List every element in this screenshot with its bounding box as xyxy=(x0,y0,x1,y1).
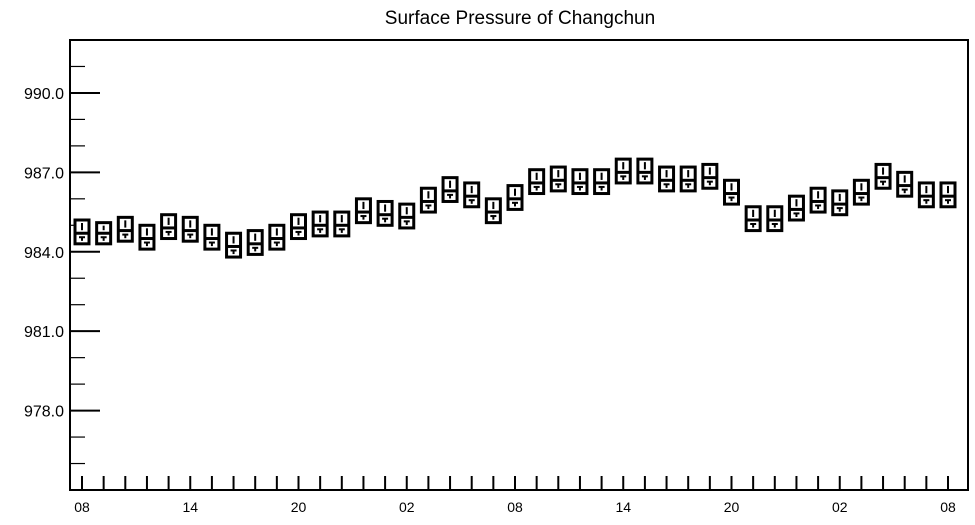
box-mark xyxy=(160,213,178,241)
x-tick-label: 08 xyxy=(507,499,523,515)
axes-layer xyxy=(69,39,969,491)
box-mark xyxy=(398,202,416,230)
box-mark xyxy=(181,215,199,243)
box-mark xyxy=(636,157,654,185)
box-mark xyxy=(701,162,719,190)
box-mark xyxy=(95,221,113,246)
box-mark xyxy=(419,186,437,214)
box-mark xyxy=(852,178,870,206)
x-tick-label: 20 xyxy=(724,499,740,515)
x-tick-label: 14 xyxy=(182,499,198,515)
box-mark xyxy=(744,205,762,233)
box-series xyxy=(73,157,957,259)
box-mark xyxy=(723,178,740,206)
box-mark xyxy=(679,165,697,193)
y-tick-label: 981.0 xyxy=(24,324,64,341)
box-mark xyxy=(484,197,502,225)
box-mark xyxy=(939,181,957,209)
box-mark xyxy=(268,223,286,251)
box-mark xyxy=(831,189,849,217)
box-mark xyxy=(463,181,481,209)
box-mark xyxy=(290,213,307,241)
box-mark xyxy=(441,176,459,203)
x-tick-label: 08 xyxy=(940,499,956,515)
box-mark xyxy=(614,157,632,185)
box-mark xyxy=(203,223,221,251)
box-mark xyxy=(874,162,892,190)
x-tick-label: 20 xyxy=(291,499,307,515)
box-mark xyxy=(376,199,394,227)
box-mark xyxy=(138,223,156,251)
box-mark xyxy=(528,168,546,196)
box-mark xyxy=(549,165,567,193)
box-mark xyxy=(787,194,805,222)
x-tick-label: 02 xyxy=(399,499,415,515)
box-mark xyxy=(225,231,243,259)
box-mark xyxy=(116,215,134,243)
box-mark xyxy=(333,210,351,238)
box-mark xyxy=(658,165,676,193)
chart-title: Surface Pressure of Changchun xyxy=(385,8,655,29)
box-mark xyxy=(246,229,264,256)
box-mark xyxy=(917,181,935,209)
box-mark xyxy=(766,205,784,233)
y-tick-label: 984.0 xyxy=(24,245,64,262)
box-mark xyxy=(896,170,914,198)
box-mark xyxy=(593,168,611,196)
box-mark xyxy=(809,186,827,214)
x-tick-label: 14 xyxy=(615,499,631,515)
box-mark xyxy=(73,218,91,246)
plot-frame xyxy=(69,39,969,491)
box-mark xyxy=(311,210,329,238)
box-mark xyxy=(506,184,524,211)
box-mark xyxy=(354,197,372,225)
y-tick-label: 990.0 xyxy=(24,86,64,103)
x-tick-label: 02 xyxy=(832,499,848,515)
box-mark xyxy=(571,168,589,196)
y-tick-label: 978.0 xyxy=(24,404,64,421)
y-tick-label: 987.0 xyxy=(24,165,64,182)
ticks-layer: 978.0 981.0 984.0 987.0 990.0 08 14 20 02 08 14 20 0… xyxy=(24,39,956,515)
x-tick-label: 08 xyxy=(74,499,90,515)
